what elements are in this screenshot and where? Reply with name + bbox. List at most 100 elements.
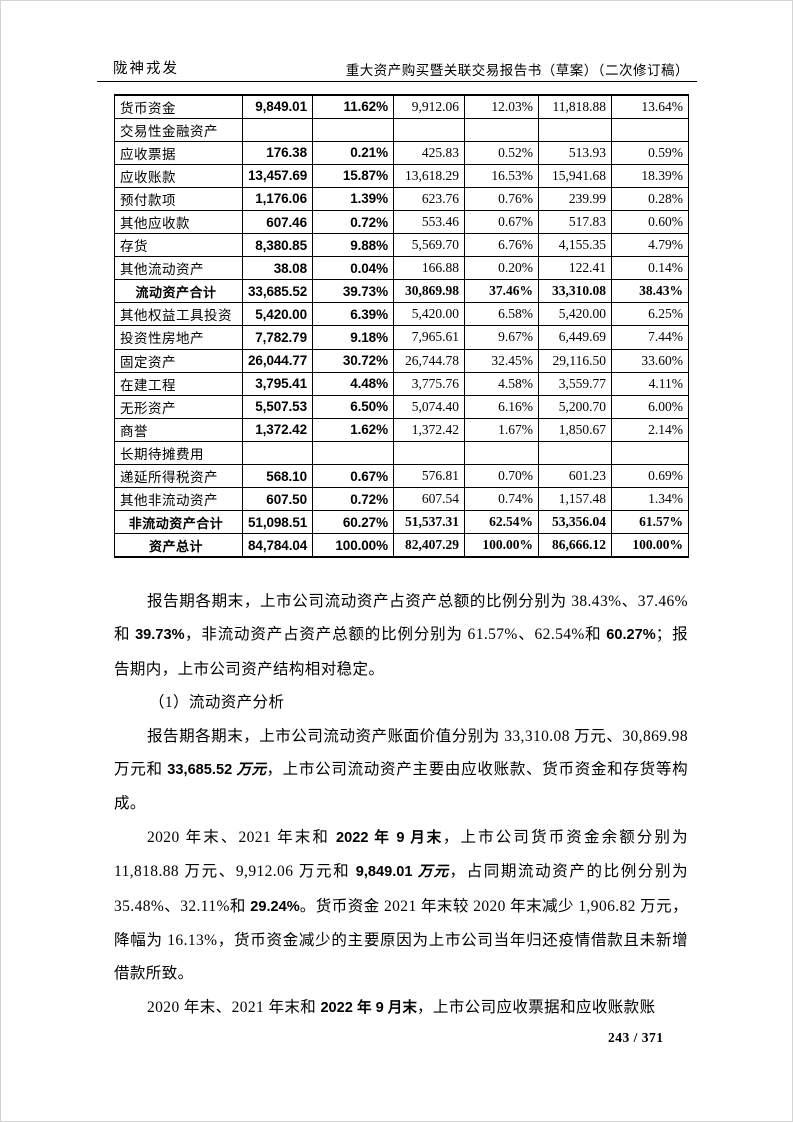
value-cell: 517.83	[538, 209, 612, 235]
value-cell: 32.45%	[464, 348, 539, 373]
row-label-cell: 存货	[114, 233, 243, 258]
value-cell: 61.57%	[611, 510, 689, 535]
value-cell: 8,380.85	[242, 233, 313, 258]
value-cell: 33.60%	[611, 348, 689, 373]
text-segment: ，非流动资产占资产总额的比例分别为 61.57%、62.54%和	[184, 626, 607, 644]
row-label-cell: 其他流动资产	[114, 256, 243, 281]
text-segment: ，上市公司货币资金余额分别为 11,818.88 万元、9,912.06 万元和	[114, 828, 688, 881]
value-cell: 5,200.70	[538, 394, 612, 419]
value-cell: 9.67%	[464, 325, 539, 350]
body-text: 报告期各期末，上市公司流动资产占资产总额的比例分别为 38.43%、37.46%…	[114, 585, 688, 1025]
value-cell: 1.62%	[312, 417, 394, 442]
value-cell: 1,850.67	[538, 417, 612, 442]
text-segment: 2022 年 9 月末	[320, 999, 417, 1016]
value-cell: 553.46	[393, 209, 465, 235]
value-cell: 0.69%	[611, 463, 689, 489]
value-cell: 39.73%	[312, 279, 394, 304]
value-cell: 86,666.12	[538, 533, 612, 558]
text-segment: 2020 年末、2021 年末和	[147, 828, 336, 846]
value-cell: 1,157.48	[538, 487, 612, 512]
value-cell: 33,310.08	[538, 279, 612, 304]
value-cell: 9.18%	[312, 325, 394, 350]
value-cell: 0.76%	[464, 186, 539, 211]
value-cell: 6.76%	[464, 233, 539, 258]
para-current-assets-value: 报告期各期末，上市公司流动资产账面价值分别为 33,310.08 万元、30,8…	[114, 720, 688, 821]
value-cell: 601.23	[538, 463, 612, 489]
value-cell: 0.14%	[611, 256, 689, 281]
value-cell	[393, 117, 465, 142]
value-cell: 29,116.50	[538, 348, 612, 373]
value-cell: 9,849.01	[242, 94, 313, 119]
value-cell	[393, 440, 465, 466]
value-cell: 33,685.52	[242, 279, 313, 304]
value-cell: 7.44%	[611, 325, 689, 350]
value-cell	[538, 440, 612, 466]
value-cell: 12.03%	[464, 94, 539, 119]
value-cell: 0.52%	[464, 140, 539, 165]
value-cell: 62.54%	[464, 510, 539, 535]
value-cell: 0.67%	[464, 209, 539, 235]
value-cell: 18.39%	[611, 163, 689, 188]
value-cell: 0.74%	[464, 487, 539, 512]
para-receivables: 2020 年末、2021 年末和 2022 年 9 月末，上市公司应收票据和应收…	[114, 991, 688, 1025]
para-asset-structure: 报告期各期末，上市公司流动资产占资产总额的比例分别为 38.43%、37.46%…	[114, 585, 688, 686]
row-label-cell: 商誉	[114, 417, 243, 442]
value-cell	[611, 440, 689, 466]
table-row: 交易性金融资产	[114, 117, 689, 142]
value-cell: 0.20%	[464, 256, 539, 281]
table-row: 其他流动资产 38.08 0.04% 166.88 0.20% 122.41 0.14%	[114, 256, 689, 281]
value-cell: 7,965.61	[393, 325, 465, 350]
table-total-row: 非流动资产合计 51,098.51 60.27% 51,537.31 62.54% 53,…	[114, 510, 689, 535]
table-row: 递延所得税资产 568.10 0.67% 576.81 0.70% 601.23 0.69%	[114, 463, 689, 489]
value-cell: 607.54	[393, 487, 465, 512]
table-row: 无形资产 5,507.53 6.50% 5,074.40 6.16% 5,200.70 6.…	[114, 394, 689, 419]
value-cell: 30,869.98	[393, 279, 465, 304]
value-cell	[312, 440, 394, 466]
table-row: 投资性房地产 7,782.79 9.18% 7,965.61 9.67% 6,449.69…	[114, 325, 689, 350]
text-segment: 万元	[236, 762, 267, 779]
row-label-cell: 无形资产	[114, 394, 243, 419]
text-segment: 33,685.52	[167, 762, 237, 779]
value-cell: 5,507.53	[242, 394, 313, 419]
value-cell	[538, 117, 612, 142]
value-cell	[312, 117, 394, 142]
value-cell: 122.41	[538, 256, 612, 281]
value-cell: 3,775.76	[393, 371, 465, 396]
assets-table-body: 货币资金 9,849.01 11.62% 9,912.06 12.03% 11,818.8…	[114, 94, 689, 558]
value-cell: 38.43%	[611, 279, 689, 304]
value-cell: 26,044.77	[242, 348, 313, 373]
header-rule	[97, 81, 697, 82]
value-cell: 0.60%	[611, 209, 689, 235]
value-cell: 5,569.70	[393, 233, 465, 258]
row-label-cell: 递延所得税资产	[114, 463, 243, 489]
value-cell	[611, 117, 689, 142]
value-cell: 6.50%	[312, 394, 394, 419]
table-row: 在建工程 3,795.41 4.48% 3,775.76 4.58% 3,559.77 4.…	[114, 371, 689, 396]
value-cell: 425.83	[393, 140, 465, 165]
table-row: 应收账款 13,457.69 15.87% 13,618.29 16.53% 15,941…	[114, 163, 689, 188]
table-row: 应收票据 176.38 0.21% 425.83 0.52% 513.93 0.59%	[114, 140, 689, 165]
text-segment: （1）流动资产分析	[149, 694, 285, 712]
text-segment: ；报告期内，上市公司资产结构相对稳定。	[114, 626, 688, 678]
value-cell: 0.70%	[464, 463, 539, 489]
row-label-cell: 预付款项	[114, 186, 243, 211]
page-number: 243 / 371	[608, 1030, 664, 1045]
table-row: 固定资产 26,044.77 30.72% 26,744.78 32.45% 29,116…	[114, 348, 689, 373]
value-cell: 6.39%	[312, 302, 394, 327]
value-cell: 3,559.77	[538, 371, 612, 396]
text-segment: 万元	[417, 864, 450, 881]
value-cell: 11.62%	[312, 94, 394, 119]
row-label-cell: 其他非流动资产	[114, 487, 243, 512]
row-label-cell: 在建工程	[114, 371, 243, 396]
assets-composition-table: 货币资金 9,849.01 11.62% 9,912.06 12.03% 11,818.8…	[114, 94, 689, 558]
value-cell: 5,420.00	[538, 302, 612, 327]
row-label-cell: 非流动资产合计	[114, 510, 243, 535]
value-cell	[464, 117, 539, 142]
text-segment: 60.27%	[606, 627, 656, 644]
value-cell: 15.87%	[312, 163, 394, 188]
table-total-row: 资产总计 84,784.04 100.00% 82,407.29 100.00% 86,6…	[114, 533, 689, 558]
row-label-cell: 应收票据	[114, 140, 243, 165]
value-cell: 0.67%	[312, 463, 394, 489]
table-row: 存货 8,380.85 9.88% 5,569.70 6.76% 4,155.35 4.79…	[114, 233, 689, 258]
